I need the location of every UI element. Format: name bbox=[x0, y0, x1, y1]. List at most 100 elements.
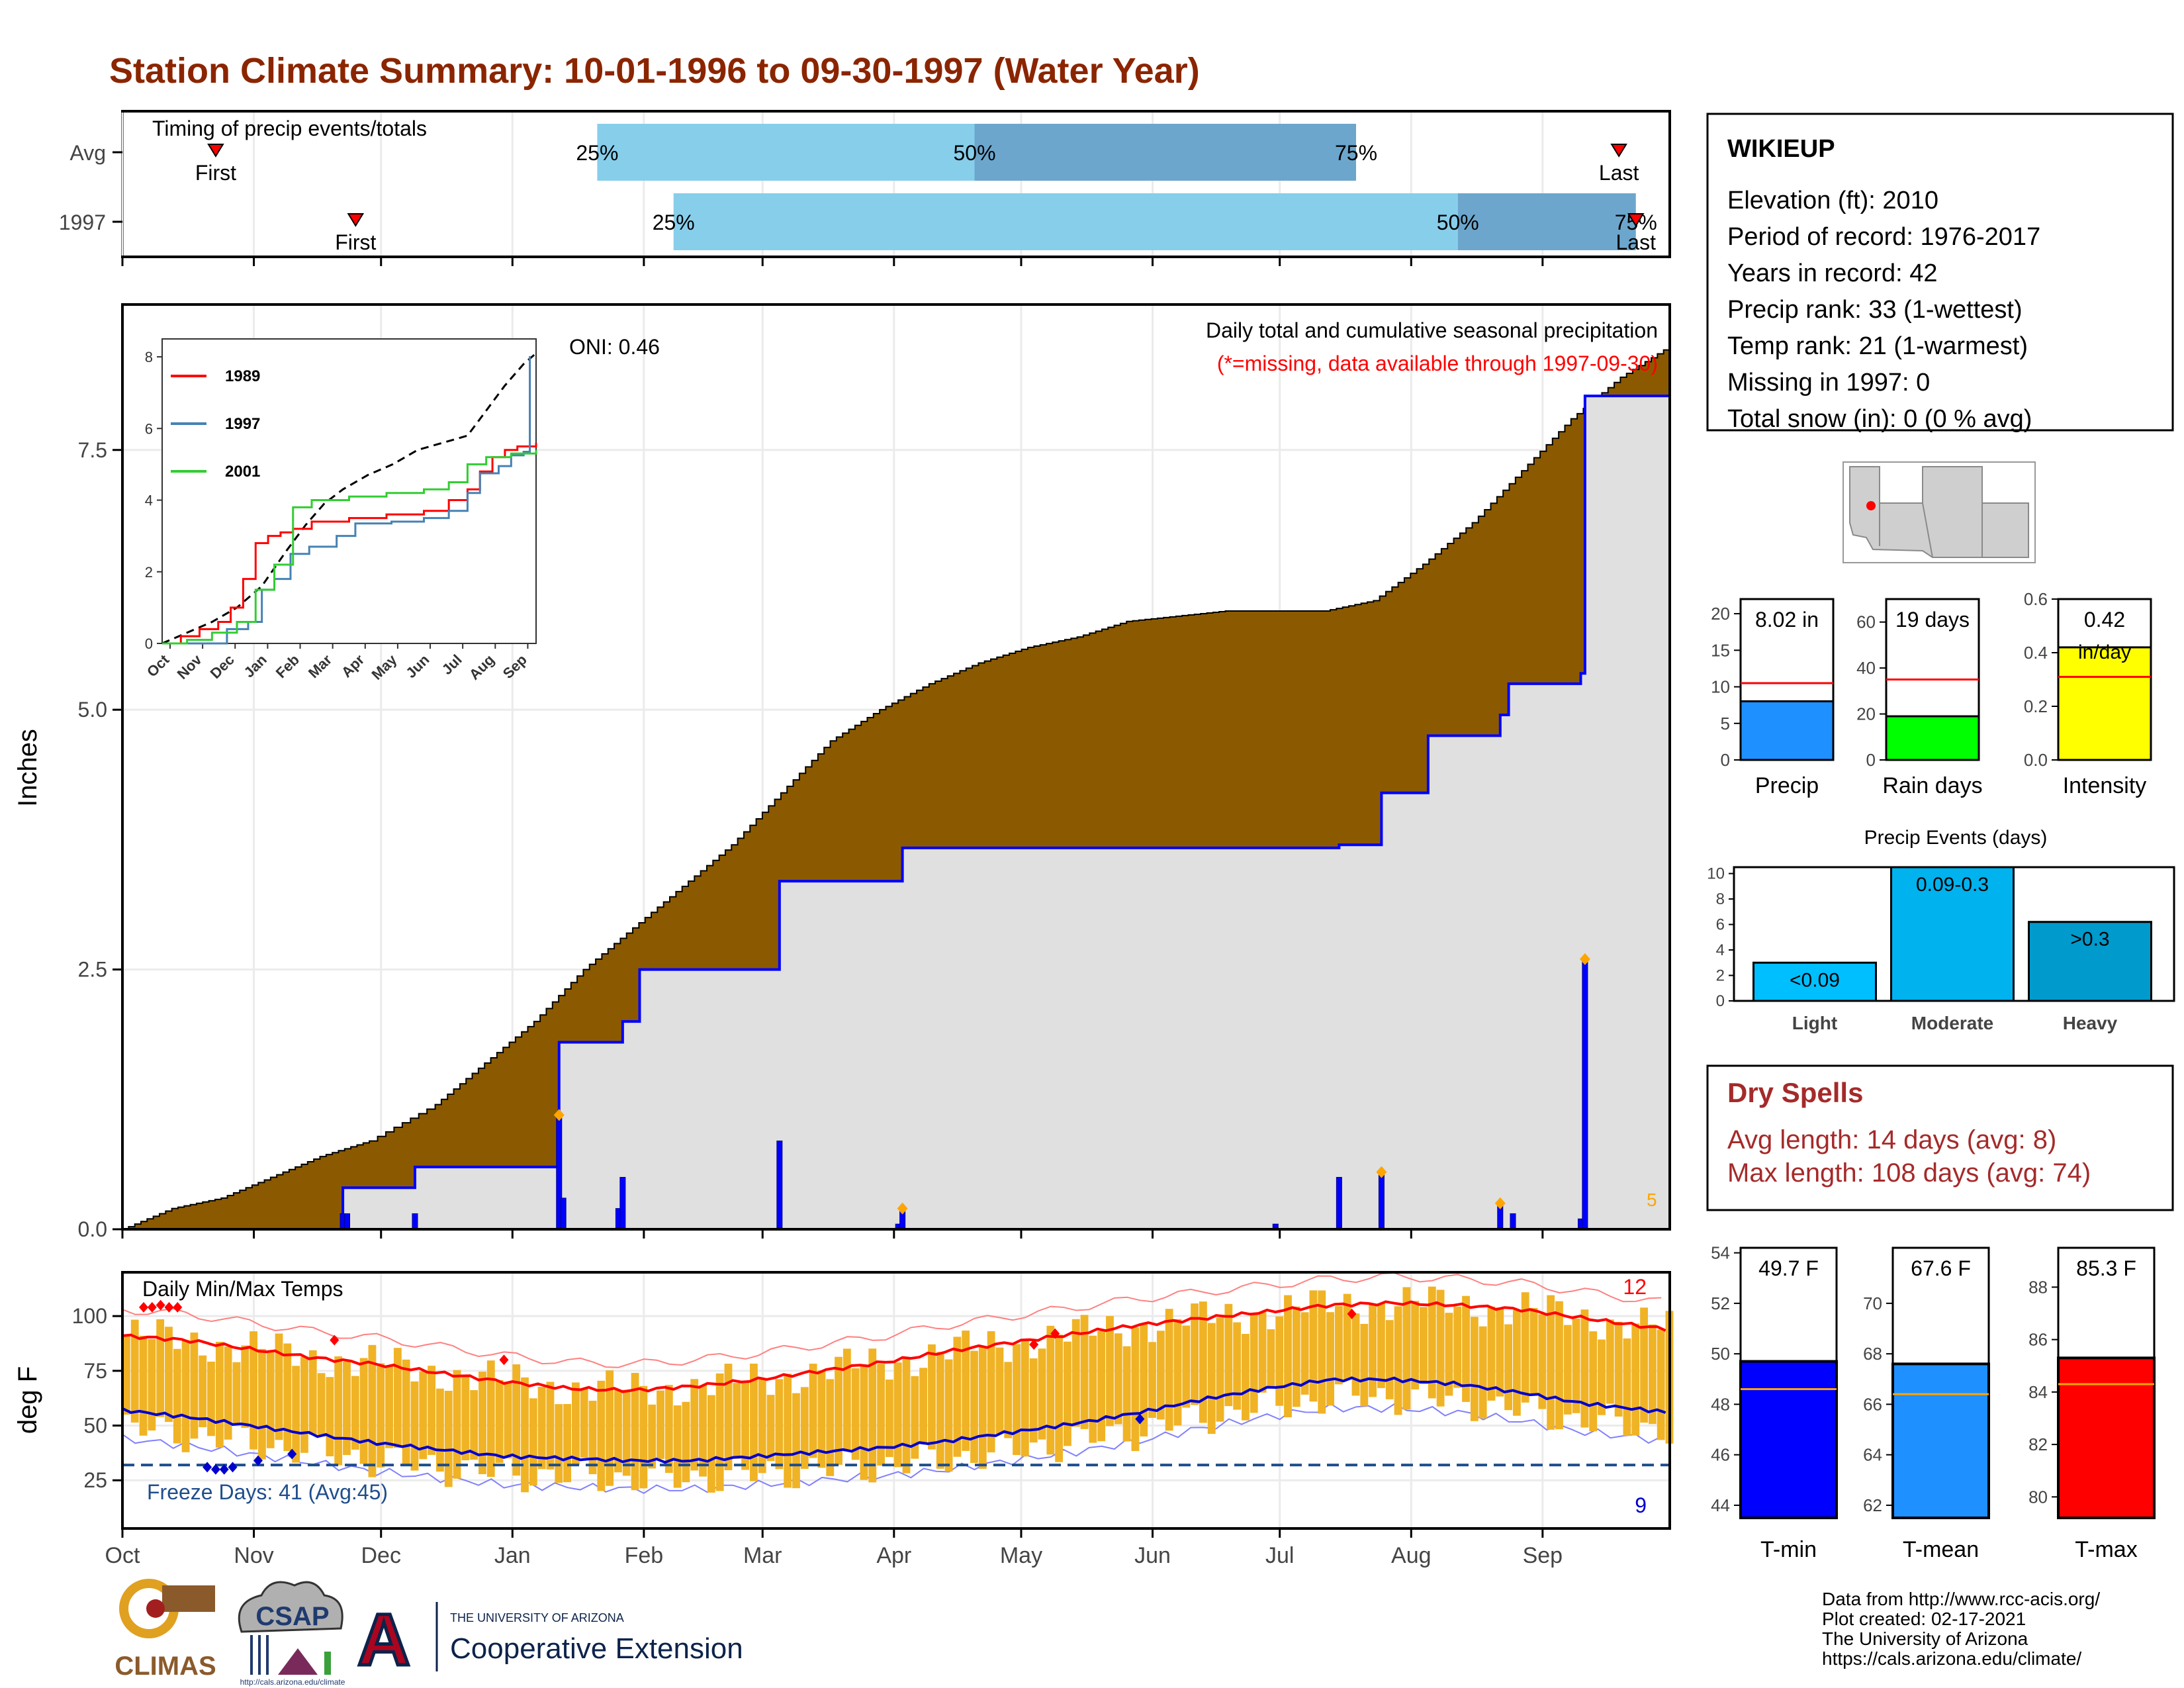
temp-stat-y-tick-label: 88 bbox=[2028, 1277, 2048, 1297]
daily-temp-band bbox=[292, 1366, 300, 1463]
temp-stat-y-tick-label: 68 bbox=[1863, 1344, 1882, 1364]
daily-temp-band bbox=[614, 1389, 622, 1473]
daily-temp-band bbox=[1538, 1314, 1547, 1409]
daily-temp-band bbox=[1428, 1286, 1436, 1399]
timing-first-marker bbox=[207, 144, 224, 158]
month-tick-label: Feb bbox=[625, 1543, 664, 1568]
daily-temp-band bbox=[1470, 1317, 1479, 1421]
inset-series-2001 bbox=[162, 449, 537, 645]
ua-a-letter: A bbox=[357, 1599, 410, 1681]
daily-temp-band bbox=[308, 1350, 317, 1435]
daily-temp-band bbox=[190, 1333, 199, 1439]
daily-temp-band bbox=[622, 1389, 631, 1476]
daily-temp-band bbox=[326, 1377, 334, 1456]
daily-temp-band bbox=[563, 1404, 571, 1483]
precip-stat-y-tick-label: 10 bbox=[1711, 677, 1730, 697]
daily-temp-band bbox=[1555, 1301, 1563, 1430]
daily-temp-band bbox=[1038, 1348, 1046, 1440]
temperature-panel: 25 50 75 100 Daily Min/Max Temps 12 9 Freez… bbox=[13, 1271, 1674, 1568]
inset-series-1997 bbox=[162, 355, 531, 645]
daily-temp-band bbox=[928, 1344, 936, 1450]
daily-temp-band bbox=[173, 1348, 181, 1444]
daily-precip-bar bbox=[1582, 959, 1588, 1230]
timing-last-label: Last bbox=[1599, 161, 1639, 185]
daily-temp-band bbox=[521, 1377, 529, 1493]
month-tick-label: Jun bbox=[1134, 1543, 1171, 1568]
daily-temp-band bbox=[648, 1404, 657, 1469]
precip-stat-value-label: 19 days bbox=[1895, 608, 1970, 632]
inset-legend-label: 2001 bbox=[225, 463, 260, 481]
timing-bar-q2 bbox=[673, 193, 1458, 250]
daily-temp-band bbox=[139, 1335, 148, 1436]
temp-stat-bar bbox=[1891, 1362, 1990, 1519]
csap-logo: CSAP http://cals.arizona.edu/climate bbox=[238, 1581, 345, 1687]
daily-temp-band bbox=[486, 1360, 495, 1477]
daily-temp-band bbox=[1487, 1306, 1496, 1401]
temp-y-tick-label: 100 bbox=[72, 1304, 107, 1328]
temp-y-tick-label: 50 bbox=[83, 1414, 107, 1438]
daily-precip-bar bbox=[619, 1177, 626, 1230]
daily-temp-band bbox=[1589, 1331, 1598, 1432]
daily-temp-band bbox=[130, 1319, 139, 1423]
daily-temp-band bbox=[1140, 1324, 1148, 1436]
daily-temp-band bbox=[995, 1347, 1004, 1434]
daily-temp-band bbox=[1292, 1306, 1300, 1407]
daily-temp-band bbox=[707, 1395, 715, 1493]
temp-y-label: deg F bbox=[13, 1366, 42, 1434]
daily-temp-band bbox=[715, 1373, 724, 1491]
daily-temp-band bbox=[817, 1370, 826, 1468]
month-tick-label: Jul bbox=[1265, 1543, 1294, 1568]
ua-line1: THE UNIVERSITY OF ARIZONA bbox=[450, 1611, 624, 1624]
temp-stat-y-tick-label: 46 bbox=[1711, 1445, 1730, 1465]
daily-temp-band bbox=[181, 1340, 190, 1452]
inset-y-tick-label: 0 bbox=[145, 635, 153, 652]
daily-temp-band bbox=[368, 1344, 377, 1477]
daily-temp-band bbox=[529, 1398, 537, 1486]
daily-temp-band bbox=[835, 1356, 842, 1465]
daily-temp-band bbox=[1580, 1309, 1589, 1428]
record-high-marker bbox=[499, 1354, 509, 1366]
station-info-box: WIKIEUP Elevation (ft): 2010 Period of re… bbox=[1706, 113, 2174, 433]
timing-row-label: Avg bbox=[69, 141, 106, 165]
daily-temp-band bbox=[1131, 1327, 1140, 1452]
daily-temp-band bbox=[1445, 1313, 1453, 1396]
events-y-tick-label: 2 bbox=[1716, 967, 1725, 985]
daily-temp-band bbox=[1631, 1323, 1640, 1436]
daily-temp-band bbox=[919, 1368, 928, 1443]
daily-temp-band bbox=[504, 1382, 512, 1459]
daily-temp-band bbox=[902, 1357, 911, 1474]
daily-temp-band bbox=[283, 1343, 292, 1452]
events-bar-label: <0.09 bbox=[1790, 969, 1840, 991]
timing-last-marker bbox=[1627, 213, 1645, 227]
credit-line: Plot created: 02-17-2021 bbox=[1822, 1609, 2026, 1629]
temp-stat-y-tick-label: 86 bbox=[2028, 1330, 2048, 1350]
daily-temp-band bbox=[664, 1385, 673, 1474]
daily-temp-band bbox=[944, 1359, 953, 1472]
record-high-marker bbox=[1050, 1328, 1060, 1339]
daily-temp-band bbox=[377, 1363, 385, 1468]
daily-temp-band bbox=[266, 1352, 275, 1448]
daily-temp-band bbox=[1360, 1323, 1369, 1407]
temp-stat-category: T-mean bbox=[1903, 1537, 1979, 1562]
precip-event-marker bbox=[1376, 1166, 1387, 1178]
record-low-marker bbox=[203, 1462, 212, 1473]
precip-stat-y-tick-label: 60 bbox=[1856, 612, 1876, 632]
daily-temp-band bbox=[1258, 1312, 1267, 1393]
precip-stat-y-tick-label: 20 bbox=[1711, 604, 1730, 624]
daily-temp-band bbox=[606, 1370, 614, 1486]
temp-stat-y-tick-label: 54 bbox=[1711, 1243, 1730, 1263]
daily-temp-band bbox=[1402, 1287, 1411, 1410]
climas-logo: CLIMAS bbox=[114, 1579, 216, 1681]
daily-temp-band bbox=[673, 1405, 682, 1488]
daily-precip-bar bbox=[1510, 1213, 1516, 1230]
month-tick-label: Sep bbox=[1523, 1543, 1563, 1568]
precip-stat-y-tick-label: 0.2 bbox=[2024, 696, 2048, 716]
hot-count: 12 bbox=[1623, 1275, 1647, 1299]
daily-temp-band bbox=[1250, 1314, 1258, 1413]
daily-temp-band bbox=[275, 1333, 283, 1440]
daily-temp-band bbox=[766, 1395, 775, 1462]
daily-temp-band bbox=[334, 1356, 343, 1466]
csap-logo-text: CSAP bbox=[255, 1602, 329, 1631]
daily-temp-band bbox=[1640, 1307, 1648, 1423]
daily-temp-band bbox=[1284, 1295, 1292, 1417]
